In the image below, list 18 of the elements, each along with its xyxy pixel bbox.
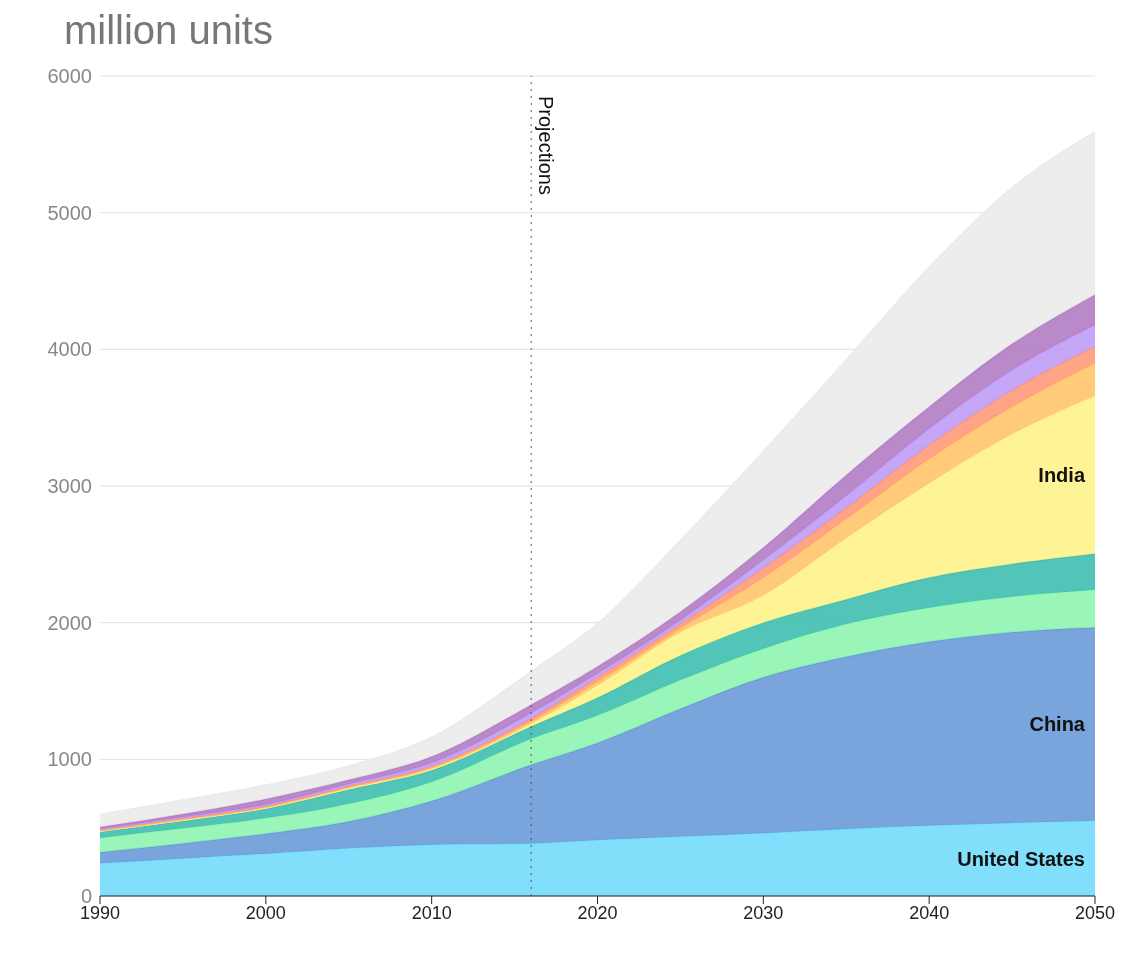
y-tick-label: 5000 (47, 201, 92, 224)
y-tick-label: 4000 (47, 338, 92, 361)
x-tick-label: 2040 (909, 902, 950, 923)
y-tick-label: 3000 (47, 475, 92, 498)
x-tick-label: 2010 (411, 902, 452, 923)
x-tick-label: 2000 (245, 902, 286, 923)
series-label: United States (957, 847, 1085, 870)
x-tick-label: 1990 (79, 902, 121, 923)
ref-line-label: Projections (535, 96, 558, 195)
y-axis-title: million units (64, 8, 274, 54)
y-tick-label: 6000 (47, 65, 92, 88)
series-label: China (1029, 713, 1086, 736)
x-tick-label: 2030 (743, 902, 784, 923)
series-label: India (1038, 463, 1086, 486)
y-tick-label: 2000 (47, 611, 92, 634)
y-tick-label: 1000 (47, 748, 92, 771)
x-tick-label: 2020 (577, 902, 618, 923)
x-tick-label: 2050 (1074, 902, 1116, 923)
